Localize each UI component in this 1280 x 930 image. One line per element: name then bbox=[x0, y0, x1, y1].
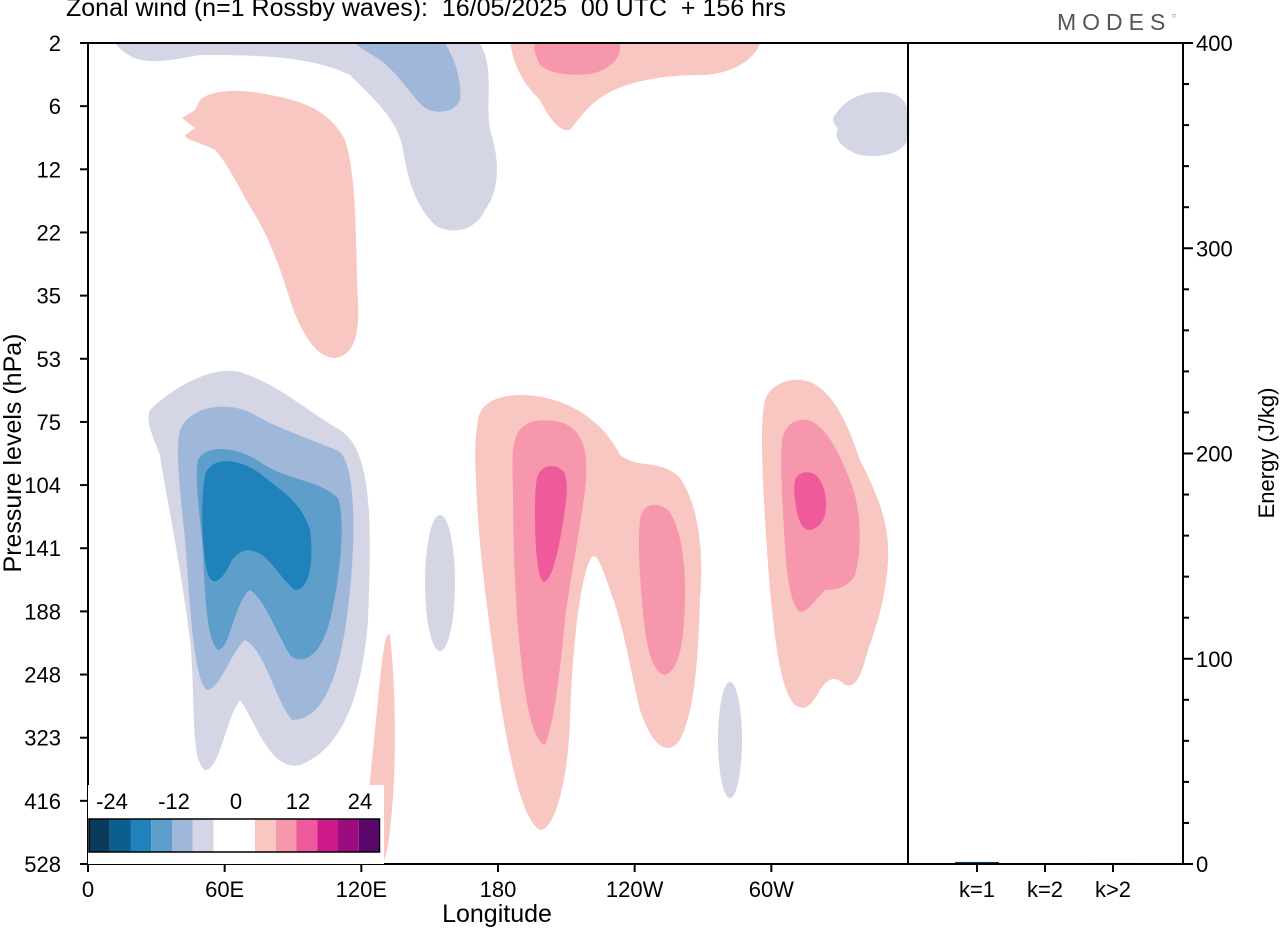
pressure-tick-label: 141 bbox=[24, 536, 61, 561]
colorbar-swatch bbox=[151, 819, 172, 852]
category-tick-label: k>2 bbox=[1095, 877, 1131, 902]
colorbar-label: -24 bbox=[96, 789, 128, 814]
pressure-tick-label: 188 bbox=[24, 599, 61, 624]
longitude-tick-label: 0 bbox=[82, 877, 94, 902]
contour-neg-blob-b bbox=[718, 682, 742, 798]
contour-neg-top-level2 bbox=[355, 43, 461, 112]
colorbar-label: -12 bbox=[158, 789, 190, 814]
colorbar-swatch bbox=[234, 819, 255, 852]
colorbar-label: 0 bbox=[230, 789, 242, 814]
x-axis-label: Longitude bbox=[442, 900, 552, 928]
longitude-tick-label: 60E bbox=[205, 877, 244, 902]
longitude-axis: 0 60E 120E 180 120W 60W bbox=[82, 864, 794, 902]
energy-axis-label: Energy (J/kg) bbox=[1254, 388, 1279, 519]
brand-logo: MODES○ bbox=[1057, 9, 1177, 35]
contour-neg-level4 bbox=[202, 461, 312, 590]
colorbar-swatch bbox=[275, 819, 297, 852]
colorbar-label: 24 bbox=[348, 789, 372, 814]
pressure-tick-label: 104 bbox=[24, 473, 61, 498]
energy-tick-label: 100 bbox=[1196, 647, 1233, 672]
colorbar-swatch bbox=[109, 819, 131, 852]
energy-tick-label: 400 bbox=[1196, 31, 1233, 56]
longitude-tick-label: 60W bbox=[749, 877, 794, 902]
pressure-axis: 2 6 12 22 35 53 75 104 141 188 248 323 416 528 bbox=[24, 31, 88, 877]
pressure-tick-label: 53 bbox=[37, 347, 61, 372]
pressure-tick-label: 323 bbox=[24, 726, 61, 751]
contour-pos-center-level2 bbox=[512, 420, 587, 745]
colorbar-swatch bbox=[296, 819, 318, 852]
energy-bar bbox=[955, 861, 999, 864]
contour-pos-stem-level1 bbox=[182, 90, 359, 358]
colorbar: -24 -12 0 12 24 bbox=[88, 785, 384, 864]
colorbar-swatch bbox=[358, 819, 380, 852]
contour-pos-east-level3 bbox=[794, 472, 827, 530]
contour-pos-right-level2 bbox=[638, 504, 686, 675]
pressure-tick-label: 12 bbox=[37, 157, 61, 182]
category-tick-label: k=2 bbox=[1027, 877, 1063, 902]
wind-contours bbox=[88, 43, 908, 864]
pressure-tick-label: 2 bbox=[49, 31, 61, 56]
contour-neg-blob-c bbox=[833, 92, 908, 157]
longitude-tick-label: 120E bbox=[336, 877, 387, 902]
category-tick-label: k=1 bbox=[959, 877, 995, 902]
pressure-tick-label: 75 bbox=[37, 410, 61, 435]
longitude-tick-label: 120W bbox=[606, 877, 664, 902]
longitude-tick-label: 180 bbox=[480, 877, 517, 902]
contour-neg-blob-a bbox=[425, 515, 455, 651]
pressure-tick-label: 6 bbox=[49, 94, 61, 119]
contour-pos-top-level2 bbox=[534, 43, 621, 75]
energy-axis: 0 100 200 300 400 bbox=[1183, 31, 1233, 877]
colorbar-frame bbox=[88, 818, 381, 853]
chart-title: Zonal wind (n=1 Rossby waves): 16/05/202… bbox=[66, 0, 786, 22]
colorbar-swatch bbox=[130, 819, 152, 852]
colorbar-swatch bbox=[338, 819, 359, 852]
pressure-tick-label: 248 bbox=[24, 663, 61, 688]
colorbar-swatch bbox=[192, 819, 214, 852]
contour-pos-center-level3 bbox=[535, 466, 567, 582]
colorbar-label: 12 bbox=[286, 789, 310, 814]
pressure-tick-label: 528 bbox=[24, 852, 61, 877]
pressure-tick-label: 35 bbox=[37, 284, 61, 309]
pressure-tick-label: 416 bbox=[24, 789, 61, 814]
category-axis: k=1 k=2 k>2 bbox=[959, 864, 1131, 902]
y-axis-label: Pressure levels (hPa) bbox=[0, 334, 27, 573]
energy-tick-label: 300 bbox=[1196, 236, 1233, 261]
colorbar-swatch bbox=[89, 819, 110, 852]
colorbar-swatch bbox=[213, 819, 235, 852]
colorbar-swatch bbox=[317, 819, 338, 852]
energy-tick-label: 200 bbox=[1196, 442, 1233, 467]
energy-tick-label: 0 bbox=[1196, 852, 1208, 877]
colorbar-swatch bbox=[172, 819, 193, 852]
contour-neg-top-level1 bbox=[115, 43, 497, 231]
pressure-tick-label: 22 bbox=[37, 220, 61, 245]
colorbar-swatch bbox=[255, 819, 276, 852]
energy-plot-frame bbox=[907, 42, 1184, 865]
